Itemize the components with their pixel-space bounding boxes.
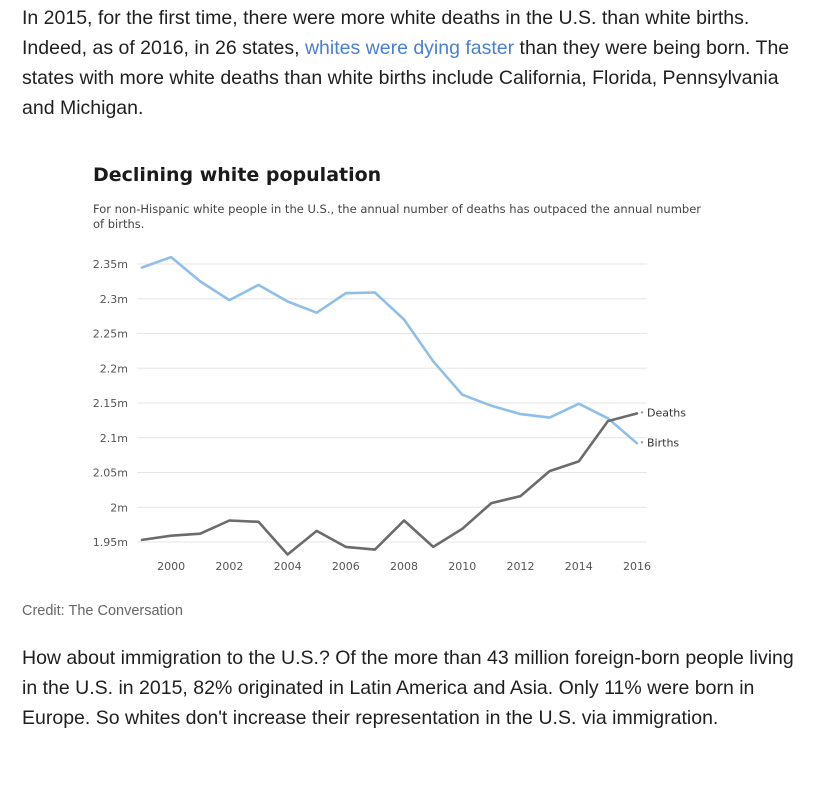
para1-text-after-link: than they were being born. The states wi… bbox=[22, 37, 790, 119]
x-tick-label: 2004 bbox=[274, 560, 302, 573]
line-chart: 1.95m2m2.05m2.1m2.15m2.2m2.25m2.3m2.35m … bbox=[93, 255, 686, 573]
y-tick-label: 2.35m bbox=[93, 258, 128, 271]
y-tick-label: 2.15m bbox=[93, 397, 128, 410]
y-tick-label: 2.05m bbox=[93, 467, 128, 480]
deaths-series-line bbox=[140, 412, 639, 556]
article-paragraph-1: In 2015, for the first time, there were … bbox=[22, 3, 802, 123]
whites-dying-faster-link[interactable]: whites were dying faster bbox=[304, 37, 515, 59]
x-tick-label: 2012 bbox=[507, 560, 535, 573]
x-tick-label: 2006 bbox=[332, 560, 360, 573]
deaths-series-label: Deaths bbox=[647, 406, 686, 419]
x-tick-label: 2000 bbox=[157, 560, 185, 573]
y-tick-label: 1.95m bbox=[93, 536, 128, 549]
y-axis-ticks: 1.95m 2m 2.05m 2.1m 2.15m 2.2m 2.25m 2.3m 2.35m bbox=[93, 258, 128, 549]
x-tick-label: 2014 bbox=[565, 560, 593, 573]
births-series-line bbox=[140, 255, 639, 445]
births-series-label: Births bbox=[647, 436, 679, 449]
series-label-dot bbox=[640, 411, 644, 414]
y-tick-label: 2.2m bbox=[100, 362, 128, 375]
series-label-dot bbox=[640, 441, 644, 444]
series-lines bbox=[140, 255, 639, 556]
y-tick-label: 2m bbox=[110, 501, 128, 514]
x-tick-label: 2002 bbox=[215, 560, 243, 573]
x-tick-label: 2010 bbox=[448, 560, 476, 573]
article-paragraph-2: How about immigration to the U.S.? Of th… bbox=[22, 647, 794, 729]
para1-text-before-link: In 2015, for the first time, there were … bbox=[22, 7, 750, 59]
y-tick-label: 2.1m bbox=[100, 432, 128, 445]
x-axis-ticks: 2000 2002 2004 2006 2008 2010 2012 2014 2016 bbox=[157, 560, 651, 573]
series-labels: Deaths Births bbox=[640, 406, 686, 449]
y-tick-label: 2.25m bbox=[93, 328, 128, 341]
y-tick-label: 2.3m bbox=[100, 293, 128, 306]
chart-title: Declining white population bbox=[93, 164, 382, 186]
chart-subtitle: For non-Hispanic white people in the U.S… bbox=[93, 202, 702, 231]
image-credit: Credit: The Conversation bbox=[22, 603, 183, 619]
x-tick-label: 2016 bbox=[623, 560, 651, 573]
x-tick-label: 2008 bbox=[390, 560, 418, 573]
gridlines bbox=[137, 263, 647, 543]
